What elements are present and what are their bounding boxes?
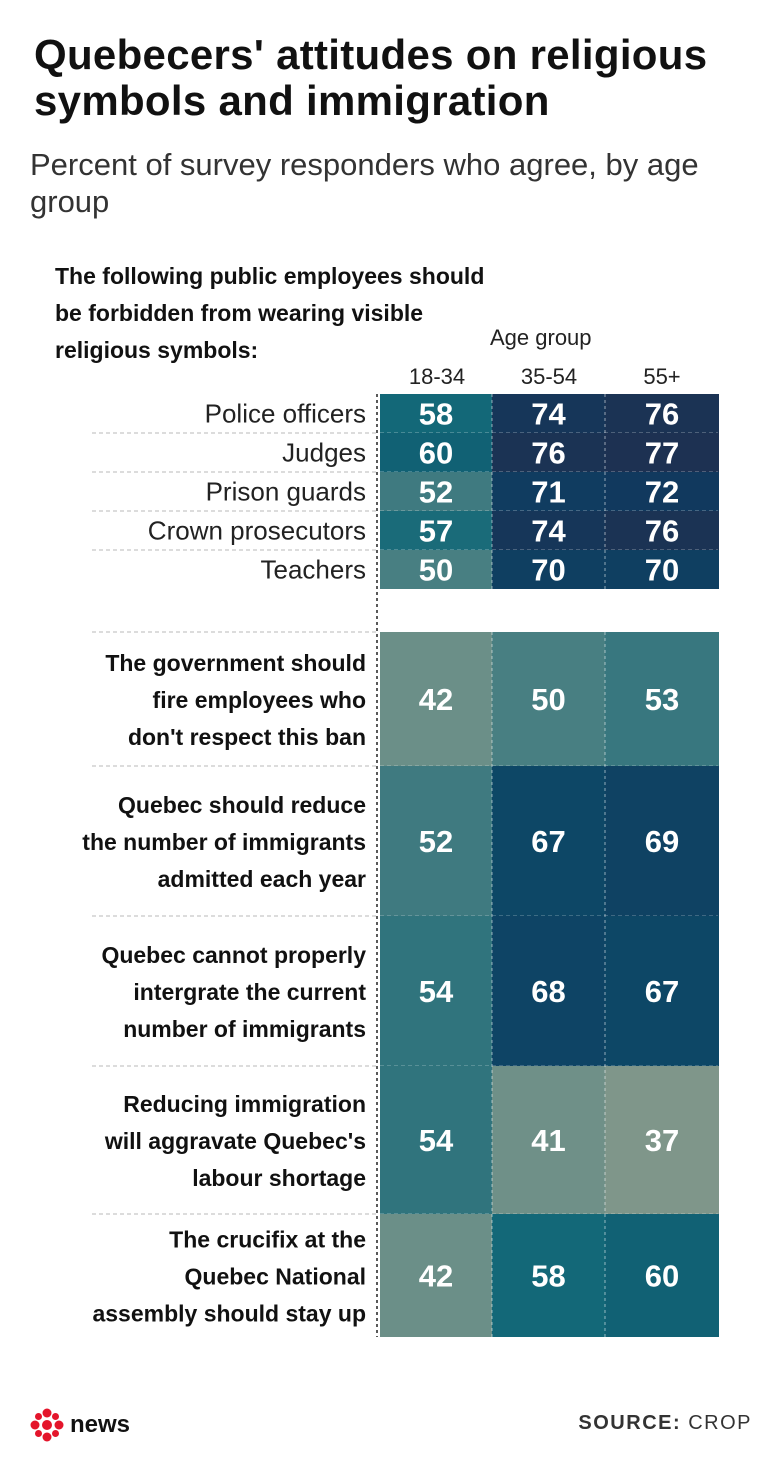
heatmap-cell xyxy=(492,916,605,1066)
heatmap-cell xyxy=(605,1214,719,1337)
cell-value-label: 72 xyxy=(645,475,679,510)
row-label-line: fire employees who xyxy=(153,687,366,713)
heatmap-cell xyxy=(605,1066,719,1214)
cell-value-label: 42 xyxy=(419,1259,453,1294)
heatmap-cell xyxy=(492,550,605,589)
cell-value-label: 76 xyxy=(531,436,565,471)
cell-value-label: 52 xyxy=(419,475,453,510)
heatmap-cell xyxy=(492,766,605,916)
chart-title: Quebecers' attitudes on religious symbol… xyxy=(34,31,708,124)
heatmap-cell xyxy=(380,766,492,916)
row-label-line: The government should xyxy=(105,650,366,676)
cbc-gem-icon xyxy=(30,1408,64,1442)
row-label-line: intergrate the current xyxy=(133,979,366,1005)
row-label-line: labour shortage xyxy=(192,1165,366,1191)
cell-value-label: 74 xyxy=(531,397,566,432)
column-header-35-54: 35-54 xyxy=(520,364,578,389)
cell-value-label: 74 xyxy=(531,514,566,549)
heatmap-cell xyxy=(605,394,719,433)
row-label: Crown prosecutors xyxy=(148,516,366,546)
heatmap-cell xyxy=(380,1214,492,1337)
row-label-line: assembly should stay up xyxy=(92,1301,366,1327)
row-label: Teachers xyxy=(261,555,367,585)
cell-value-label: 53 xyxy=(645,682,679,717)
row-label-line: Quebec cannot properly xyxy=(101,942,366,968)
cell-value-label: 58 xyxy=(531,1259,565,1294)
question-intro: The following public employees should be… xyxy=(55,263,485,363)
heatmap-cell xyxy=(492,1066,605,1214)
heatmap-cell xyxy=(380,916,492,1066)
heatmap-cell xyxy=(605,632,719,766)
heatmap-cell xyxy=(605,766,719,916)
row-label-line: number of immigrants xyxy=(123,1016,366,1042)
cell-value-label: 70 xyxy=(645,553,679,588)
heatmap-cell xyxy=(492,472,605,511)
column-group-label: Age group xyxy=(490,325,592,350)
cbc-news-logo: news xyxy=(30,1408,130,1442)
row-label-line: Quebec should reduce xyxy=(118,792,366,818)
heatmap-cell xyxy=(492,511,605,550)
source-value: CROP xyxy=(688,1412,752,1434)
row-label-line: Quebec National xyxy=(185,1264,366,1290)
cell-value-label: 50 xyxy=(419,553,453,588)
cell-value-label: 77 xyxy=(645,436,679,471)
cell-value-label: 58 xyxy=(419,397,453,432)
cell-value-label: 37 xyxy=(645,1123,679,1158)
heatmap-cell xyxy=(492,632,605,766)
cell-value-label: 67 xyxy=(531,824,565,859)
row-label-line: the number of immigrants xyxy=(82,829,366,855)
cell-value-label: 54 xyxy=(419,1123,454,1158)
heatmap-cell xyxy=(380,472,492,511)
logo-text: news xyxy=(70,1411,131,1438)
cell-value-label: 71 xyxy=(531,475,565,510)
cell-value-label: 70 xyxy=(531,553,565,588)
column-header-18-34: 18-34 xyxy=(408,364,466,389)
heatmap-cell xyxy=(492,1214,605,1337)
cell-value-label: 69 xyxy=(645,824,679,859)
cell-value-label: 76 xyxy=(645,514,679,549)
heatmap-cell xyxy=(380,511,492,550)
source-label: SOURCE: xyxy=(578,1412,682,1434)
cell-value-label: 50 xyxy=(531,682,565,717)
cell-value-label: 60 xyxy=(645,1259,679,1294)
heatmap-cell xyxy=(492,394,605,433)
row-label-line: will aggravate Quebec's xyxy=(104,1128,366,1154)
source-note: SOURCE: CROP xyxy=(578,1412,752,1435)
row-label: Judges xyxy=(282,438,366,468)
heatmap-cell xyxy=(605,550,719,589)
heatmap-cell xyxy=(380,1066,492,1214)
heatmap-cell xyxy=(492,433,605,472)
row-label-line: Reducing immigration xyxy=(123,1091,366,1117)
row-label: Prison guards xyxy=(206,477,366,507)
cell-value-label: 42 xyxy=(419,682,453,717)
heatmap-cell xyxy=(380,433,492,472)
row-label: Police officers xyxy=(205,399,366,429)
cell-value-label: 76 xyxy=(645,397,679,432)
heatmap-cell xyxy=(605,472,719,511)
cell-value-label: 54 xyxy=(419,974,454,1009)
heatmap-cell xyxy=(605,916,719,1066)
heatmap-cell xyxy=(605,511,719,550)
column-header-55plus: 55+ xyxy=(643,364,681,389)
cell-value-label: 68 xyxy=(531,974,565,1009)
cell-value-label: 52 xyxy=(419,824,453,859)
heatmap-cell xyxy=(380,550,492,589)
row-label-line: The crucifix at the xyxy=(169,1227,366,1253)
heatmap-cell xyxy=(380,394,492,433)
row-label-line: admitted each year xyxy=(158,866,366,892)
chart-subtitle: Percent of survey responders who agree, … xyxy=(30,147,699,219)
cell-value-label: 41 xyxy=(531,1123,565,1158)
cell-value-label: 57 xyxy=(419,514,453,549)
heatmap-cell xyxy=(380,632,492,766)
cell-value-label: 60 xyxy=(419,436,453,471)
heatmap-cell xyxy=(605,433,719,472)
row-label-line: don't respect this ban xyxy=(128,724,366,750)
cell-value-label: 67 xyxy=(645,974,679,1009)
